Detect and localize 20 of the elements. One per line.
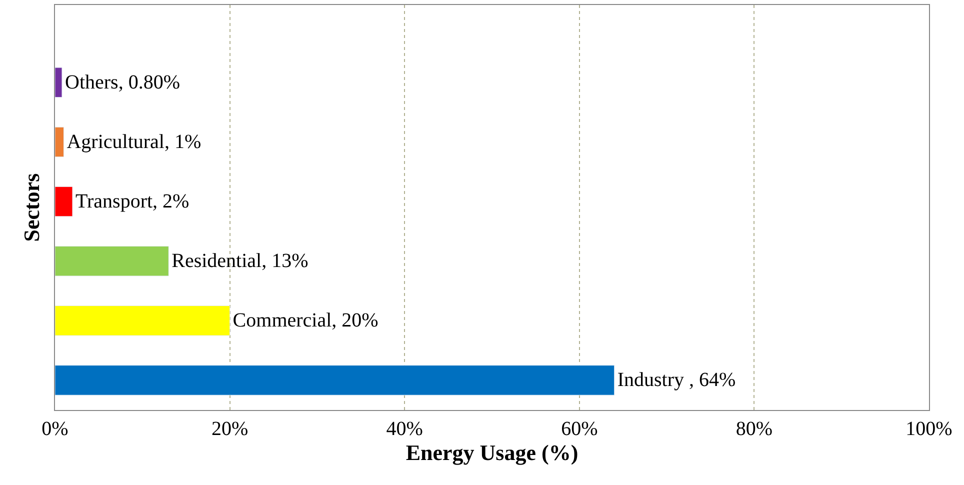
bar bbox=[55, 246, 169, 276]
data-label: Transport, 2% bbox=[75, 190, 190, 213]
data-label: Residential, 13% bbox=[172, 250, 308, 272]
bar bbox=[55, 365, 615, 396]
x-tick-label: 0% bbox=[42, 418, 68, 440]
y-axis-title: Sectors bbox=[18, 172, 44, 242]
x-tick-label: 60% bbox=[561, 418, 598, 440]
bar bbox=[55, 306, 230, 336]
data-label: Commercial, 20% bbox=[232, 310, 378, 332]
bar bbox=[55, 186, 73, 217]
bar bbox=[55, 126, 64, 158]
x-tick-label: 100% bbox=[906, 418, 952, 440]
x-tick-label: 20% bbox=[211, 418, 248, 440]
x-axis-title: Energy Usage (%) bbox=[406, 440, 578, 465]
data-label: Agricultural, 1% bbox=[66, 130, 202, 153]
data-label: Others, 0.80% bbox=[64, 71, 180, 94]
x-tick-label: 40% bbox=[386, 418, 423, 440]
bar bbox=[55, 67, 62, 98]
x-tick-label: 80% bbox=[736, 418, 773, 440]
data-label: Industry , 64% bbox=[617, 369, 736, 392]
